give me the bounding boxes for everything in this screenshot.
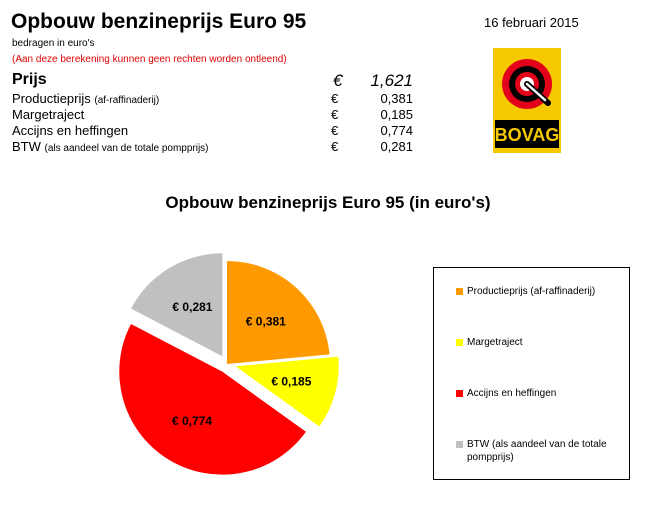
summary-row-margetraject: Margetraject € 0,185 bbox=[12, 107, 417, 123]
summary-row-label: Productieprijs (af-raffinaderij) bbox=[12, 91, 160, 106]
svg-text:BOVAG: BOVAG bbox=[495, 125, 560, 145]
total-label: Prijs bbox=[12, 71, 47, 88]
total-value: 1,621 bbox=[370, 71, 413, 90]
price-summary-table: Prijs € 1,621 Productieprijs (af-raffina… bbox=[12, 71, 417, 155]
legend-item-margetraject: Margetraject bbox=[456, 336, 628, 349]
subtitle: bedragen in euro's bbox=[12, 38, 95, 49]
summary-row-value: 0,774 bbox=[380, 123, 413, 138]
pie-slice-1 bbox=[235, 356, 339, 427]
summary-row-currency: € bbox=[331, 91, 339, 106]
summary-row-label: BTW (als aandeel van de totale pompprijs… bbox=[12, 139, 209, 154]
legend-label: Margetraject bbox=[467, 337, 523, 348]
bovag-logo-icon: BOVAG bbox=[493, 48, 561, 153]
legend-label: BTW (als aandeel van de totale pompprijs… bbox=[467, 439, 607, 463]
total-currency: € bbox=[333, 71, 343, 90]
pie-label-1: € 0,185 bbox=[271, 374, 311, 388]
summary-row-productieprijs: Productieprijs (af-raffinaderij) € 0,381 bbox=[12, 91, 417, 107]
legend-swatch bbox=[456, 288, 463, 295]
pie-slice-2 bbox=[119, 323, 306, 475]
summary-row-currency: € bbox=[331, 107, 339, 122]
summary-row-value: 0,185 bbox=[380, 107, 413, 122]
chart-title: Opbouw benzineprijs Euro 95 (in euro's) bbox=[165, 193, 491, 212]
summary-row-btw: BTW (als aandeel van de totale pompprijs… bbox=[12, 139, 417, 155]
legend-swatch bbox=[456, 390, 463, 397]
summary-row-accijns: Accijns en heffingen € 0,774 bbox=[12, 123, 417, 139]
date-label: 16 februari 2015 bbox=[484, 15, 579, 30]
chart-legend: Productieprijs (af-raffinaderij) Margetr… bbox=[433, 267, 630, 480]
summary-row-label: Accijns en heffingen bbox=[12, 123, 129, 138]
pie-slice-0 bbox=[227, 261, 330, 364]
pie-slice-3 bbox=[131, 253, 223, 357]
legend-item-productieprijs: Productieprijs (af-raffinaderij) bbox=[456, 285, 628, 298]
legend-item-accijns: Accijns en heffingen bbox=[456, 387, 628, 400]
legend-swatch bbox=[456, 441, 463, 448]
summary-row-value: 0,381 bbox=[380, 91, 413, 106]
summary-row-total: Prijs € 1,621 bbox=[12, 71, 417, 91]
pie-chart: € 0,381 € 0,185 € 0,774 € 0,281 bbox=[119, 253, 339, 475]
disclaimer: (Aan deze berekening kunnen geen rechten… bbox=[12, 54, 287, 65]
summary-row-currency: € bbox=[331, 123, 339, 138]
legend-label: Productieprijs (af-raffinaderij) bbox=[467, 286, 596, 297]
legend-swatch bbox=[456, 339, 463, 346]
summary-row-label: Margetraject bbox=[12, 107, 85, 122]
summary-row-currency: € bbox=[331, 139, 339, 154]
legend-label: Accijns en heffingen bbox=[467, 388, 557, 399]
pie-label-0: € 0,381 bbox=[246, 314, 286, 328]
summary-row-value: 0,281 bbox=[380, 139, 413, 154]
pie-label-3: € 0,281 bbox=[172, 300, 212, 314]
page-title: Opbouw benzineprijs Euro 95 bbox=[11, 10, 307, 33]
legend-item-btw: BTW (als aandeel van de totale pompprijs… bbox=[456, 438, 628, 464]
pie-label-2: € 0,774 bbox=[172, 414, 212, 428]
